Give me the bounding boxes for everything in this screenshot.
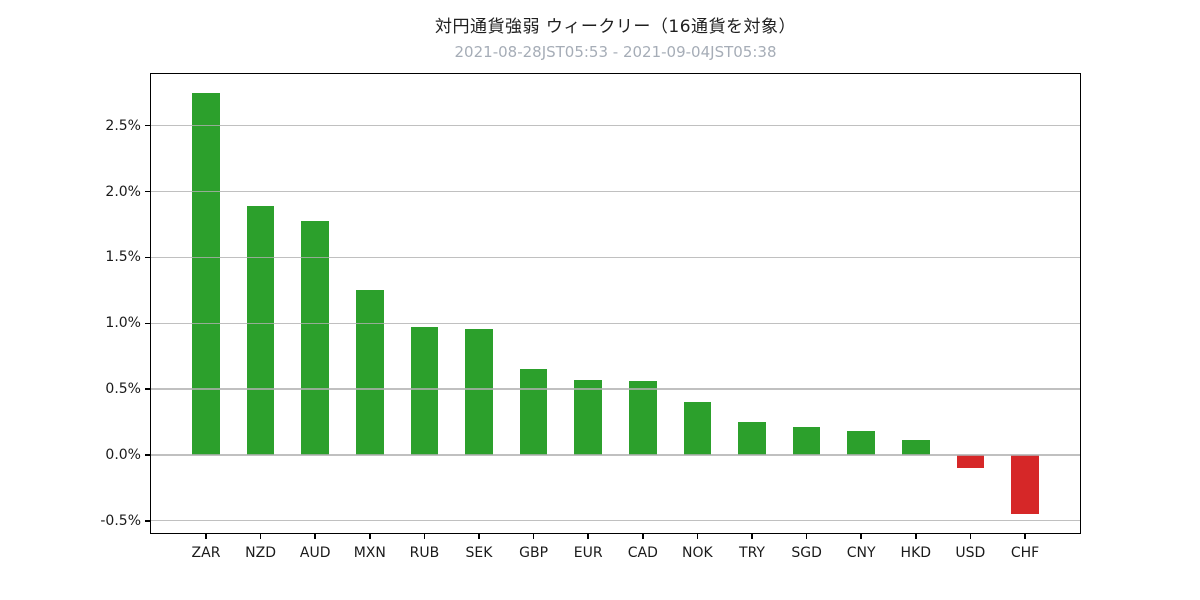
bar-TRY <box>738 422 766 455</box>
x-tick-label-NOK: NOK <box>682 545 713 561</box>
y-tick-mark <box>145 322 150 324</box>
x-tick-mark <box>423 534 426 539</box>
gridline <box>150 190 1081 193</box>
x-tick-mark <box>751 534 753 539</box>
bar-AUD <box>301 220 329 455</box>
bar-SEK <box>465 328 493 455</box>
y-tick-mark <box>145 520 150 522</box>
bar-USD <box>956 454 985 469</box>
x-tick-label-CNY: CNY <box>846 545 876 561</box>
gridline <box>150 520 1081 522</box>
x-tick-mark <box>1024 534 1026 539</box>
bar-MXN <box>356 290 384 455</box>
bar-EUR <box>574 379 602 455</box>
y-tick-label: 0.5% <box>105 381 141 398</box>
x-tick-mark <box>478 534 480 539</box>
x-tick-mark <box>969 534 972 539</box>
gridline <box>150 125 1081 127</box>
x-tick-label-GBP: GBP <box>519 545 549 561</box>
gridline <box>150 388 1081 390</box>
x-tick-label-TRY: TRY <box>739 545 765 561</box>
x-tick-mark <box>259 534 262 539</box>
bar-HKD <box>902 440 930 455</box>
gridline <box>150 322 1081 324</box>
x-tick-label-SGD: SGD <box>791 545 822 561</box>
chart-subtitle: 2021-08-28JST05:53 - 2021-09-04JST05:38 <box>454 43 777 61</box>
plot-area <box>150 73 1081 534</box>
y-tick-label: -0.5% <box>100 512 141 529</box>
bar-SGD <box>792 427 821 455</box>
y-tick-mark <box>145 256 150 259</box>
bar-NZD <box>246 206 275 455</box>
x-tick-label-AUD: AUD <box>299 545 331 561</box>
y-tick-label: 1.5% <box>105 249 141 266</box>
x-tick-label-MXN: MXN <box>353 545 386 561</box>
x-tick-label-ZAR: ZAR <box>191 545 221 561</box>
axes-spine-box <box>150 73 1081 534</box>
x-tick-mark <box>915 534 917 539</box>
x-tick-label-EUR: EUR <box>573 545 603 561</box>
y-tick-label: 2.5% <box>105 117 141 134</box>
y-tick-label: 0.0% <box>105 446 141 463</box>
x-tick-label-HKD: HKD <box>900 545 932 561</box>
y-tick-mark <box>145 454 150 456</box>
x-tick-mark <box>805 534 808 539</box>
bar-CAD <box>629 381 657 455</box>
x-tick-mark <box>314 534 316 539</box>
x-tick-mark <box>860 534 862 539</box>
bar-NOK <box>683 402 712 455</box>
x-tick-mark <box>696 534 699 539</box>
chart-title: 対円通貨強弱 ウィークリー（16通貨を対象） <box>434 17 797 37</box>
x-tick-mark <box>205 534 207 539</box>
x-tick-mark <box>587 534 589 539</box>
x-tick-mark <box>369 534 371 539</box>
gridline <box>150 454 1081 456</box>
x-tick-mark <box>532 534 535 539</box>
bar-GBP <box>519 369 548 455</box>
x-tick-label-NZD: NZD <box>245 545 277 561</box>
bar-ZAR <box>192 92 220 455</box>
x-tick-label-CAD: CAD <box>627 545 658 561</box>
bar-RUB <box>410 327 439 455</box>
gridline <box>150 256 1081 259</box>
y-tick-mark <box>145 190 150 193</box>
x-tick-mark <box>642 534 644 539</box>
y-tick-label: 1.0% <box>105 315 141 332</box>
x-tick-label-RUB: RUB <box>409 545 440 561</box>
x-tick-label-USD: USD <box>955 545 986 561</box>
bar-CNY <box>847 431 875 455</box>
x-tick-label-SEK: SEK <box>465 545 493 561</box>
y-tick-mark <box>145 124 150 127</box>
y-tick-mark <box>145 388 150 390</box>
x-tick-label-CHF: CHF <box>1010 545 1040 561</box>
y-tick-label: 2.0% <box>105 183 141 200</box>
bar-CHF <box>1011 454 1039 515</box>
